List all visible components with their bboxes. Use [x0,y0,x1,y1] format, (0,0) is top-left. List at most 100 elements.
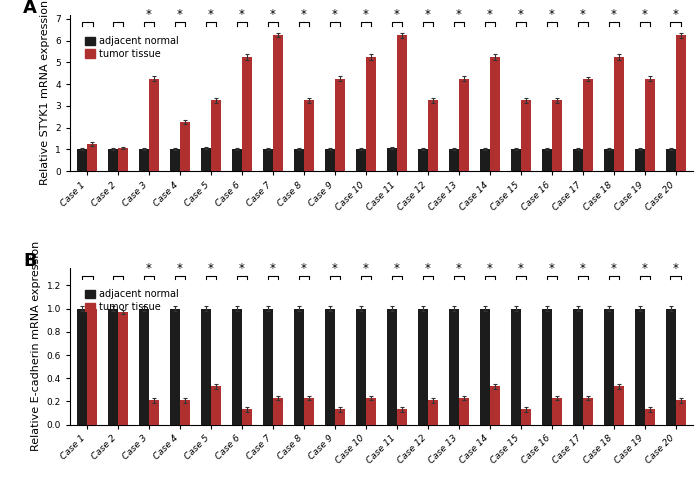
Bar [211,386,221,425]
Bar [614,57,624,171]
Text: *: * [673,263,679,275]
Bar [139,149,149,171]
Bar [521,101,531,171]
Bar [645,79,655,171]
Bar [635,309,645,425]
Text: *: * [611,8,617,21]
Bar [335,79,345,171]
Bar [118,312,128,425]
Text: *: * [549,263,555,275]
Text: *: * [580,8,586,21]
Bar [521,409,531,425]
Bar [170,309,180,425]
Bar [604,309,614,425]
Legend: adjacent normal, tumor tissue: adjacent normal, tumor tissue [81,32,182,63]
Bar [480,309,490,425]
Bar [573,149,583,171]
Bar [428,101,438,171]
Bar [459,398,469,425]
Bar [676,35,686,171]
Bar [418,309,428,425]
Bar [366,398,376,425]
Bar [480,149,490,171]
Bar [87,144,97,171]
Text: *: * [332,8,338,21]
Bar [294,309,304,425]
Text: *: * [239,8,245,21]
Bar [180,400,190,425]
Bar [263,149,273,171]
Bar [77,149,87,171]
Bar [356,309,366,425]
Bar [325,309,335,425]
Text: *: * [673,8,679,21]
Bar [273,398,283,425]
Text: *: * [425,8,431,21]
Bar [304,398,314,425]
Bar [263,309,273,425]
Bar [542,149,552,171]
Bar [676,400,686,425]
Bar [149,400,159,425]
Bar [614,386,624,425]
Bar [335,409,345,425]
Bar [635,149,645,171]
Text: *: * [270,263,276,275]
Bar [397,409,407,425]
Bar [552,101,562,171]
Text: *: * [580,263,586,275]
Bar [232,309,242,425]
Text: B: B [23,252,37,270]
Bar [583,79,593,171]
Bar [449,149,459,171]
Bar [108,149,118,171]
Text: *: * [611,263,617,275]
Text: *: * [487,263,493,275]
Bar [294,149,304,171]
Text: *: * [642,263,648,275]
Text: *: * [332,263,338,275]
Bar [449,309,459,425]
Bar [542,309,552,425]
Text: *: * [177,263,183,275]
Text: A: A [23,0,37,17]
Text: *: * [208,263,214,275]
Text: *: * [456,8,462,21]
Text: *: * [208,8,214,21]
Text: *: * [549,8,555,21]
Bar [149,79,159,171]
Text: *: * [363,263,369,275]
Bar [180,122,190,171]
Bar [387,148,397,171]
Bar [645,409,655,425]
Bar [211,101,221,171]
Bar [511,149,521,171]
Bar [366,57,376,171]
Bar [387,309,397,425]
Text: *: * [518,263,524,275]
Bar [397,35,407,171]
Bar [604,149,614,171]
Bar [77,309,87,425]
Bar [87,309,97,425]
Bar [304,101,314,171]
Bar [356,149,366,171]
Bar [201,148,211,171]
Text: *: * [301,263,307,275]
Text: *: * [425,263,431,275]
Text: *: * [456,263,462,275]
Text: *: * [363,8,369,21]
Bar [170,149,180,171]
Text: *: * [146,8,152,21]
Bar [552,398,562,425]
Text: *: * [146,263,152,275]
Bar [511,309,521,425]
Bar [428,400,438,425]
Bar [490,57,500,171]
Bar [490,386,500,425]
Bar [108,309,118,425]
Bar [573,309,583,425]
Bar [325,149,335,171]
Bar [666,309,676,425]
Text: *: * [518,8,524,21]
